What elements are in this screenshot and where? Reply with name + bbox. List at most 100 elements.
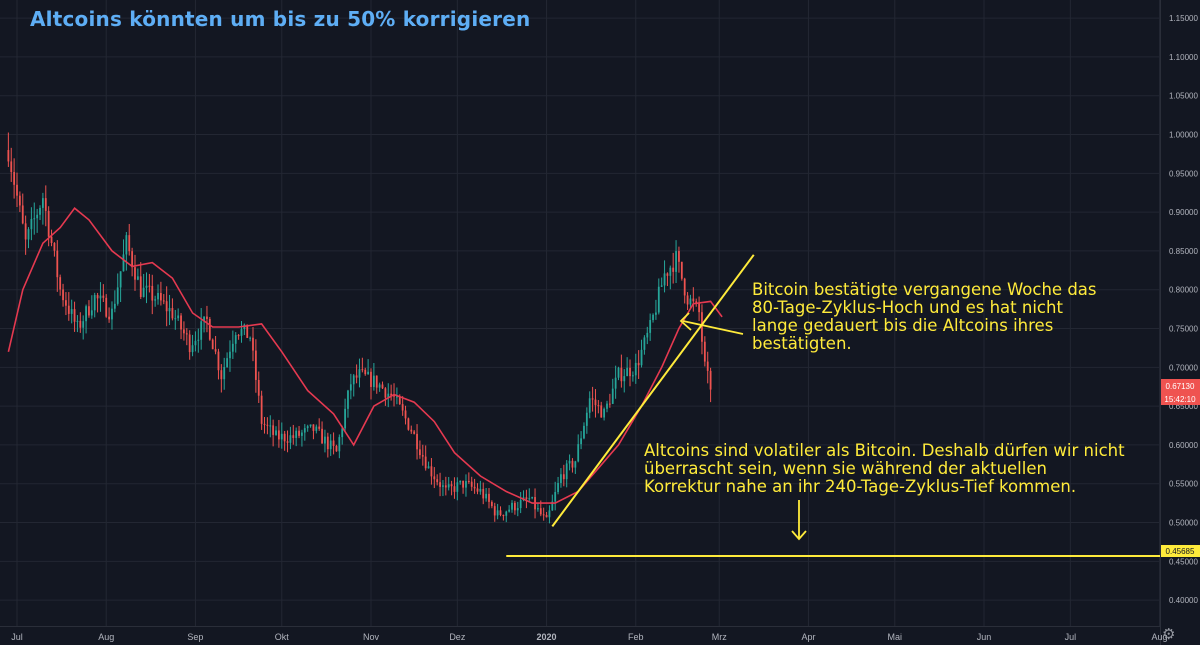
candle-body	[352, 375, 355, 385]
x-tick-label: Nov	[363, 632, 380, 642]
candle-body	[387, 393, 390, 398]
y-tick-label: 0.95000	[1169, 169, 1198, 178]
x-tick-label: Mrz	[712, 632, 727, 642]
candle-body	[701, 312, 703, 342]
y-tick-label: 0.55000	[1169, 480, 1198, 489]
candle-body	[111, 308, 113, 320]
candle-body	[709, 370, 712, 390]
candle-body	[197, 339, 200, 341]
candle-body	[620, 367, 623, 382]
candle-body	[453, 486, 456, 492]
candle-body	[188, 334, 191, 353]
candle-body	[341, 428, 344, 438]
candle-body	[565, 463, 568, 480]
candle-body	[499, 510, 502, 516]
candle-body	[113, 303, 116, 309]
candle-body	[614, 377, 617, 389]
candle-body	[496, 510, 499, 516]
candle-body	[142, 287, 145, 297]
candle-body	[465, 481, 467, 488]
candle-body	[292, 435, 295, 438]
candle-body	[171, 308, 174, 319]
candle-body	[450, 484, 453, 487]
alt-annotation-line: überrascht sein, wenn sie während der ak…	[644, 459, 1047, 478]
candle-body	[252, 337, 254, 351]
candle-body	[88, 306, 90, 316]
btc-annotation-line: 80-Tage-Zyklus-Hoch und es hat nicht	[752, 298, 1063, 317]
candle-body	[404, 410, 407, 419]
gear-icon[interactable]: ⚙	[1162, 626, 1176, 643]
candle-body	[42, 198, 44, 208]
candle-body	[600, 405, 603, 418]
candle-body	[206, 316, 208, 319]
candle-body	[85, 306, 87, 322]
candle-body	[119, 271, 122, 288]
candle-body	[93, 295, 96, 311]
candle-body	[157, 292, 159, 300]
countdown-label: 15:42:10	[1164, 395, 1196, 404]
candle-body	[678, 251, 680, 262]
candle-body	[321, 428, 323, 444]
price-axis[interactable]: 0.40000 0.45000 0.50000 0.55000 0.60000 0.650…	[1160, 0, 1199, 645]
candle-body	[663, 273, 666, 286]
alt-annotation: Altcoins sind volatiler als Bitcoin. Des…	[644, 442, 1125, 496]
candle-body	[545, 514, 548, 518]
support-price-label: 0.45685	[1166, 547, 1195, 556]
candle-body	[557, 482, 559, 493]
candle-body	[698, 302, 700, 313]
candle-body	[229, 351, 231, 359]
candle-body	[548, 510, 551, 518]
candle-body	[13, 172, 16, 185]
candle-body	[462, 480, 464, 488]
time-axis[interactable]: Jul Aug Sep Okt Nov Dez 2020 Feb Mrz Apr Mai Jun Jul…	[0, 626, 1168, 643]
candle-body	[634, 362, 637, 376]
x-tick-label: Dez	[449, 632, 466, 642]
candle-body	[318, 426, 321, 429]
candle-body	[174, 318, 177, 320]
candle-body	[398, 396, 401, 405]
candle-body	[542, 514, 545, 516]
x-tick-label: 2020	[537, 632, 557, 642]
candle-body	[128, 235, 131, 252]
candle-body	[283, 433, 286, 442]
candle-body	[444, 485, 447, 488]
candle-body	[162, 300, 165, 302]
candle-body	[136, 276, 139, 280]
candle-body	[10, 161, 13, 173]
candle-body	[344, 408, 346, 429]
candle-body	[560, 474, 562, 483]
candle-body	[479, 488, 482, 492]
candle-body	[680, 261, 683, 279]
candle-body	[706, 361, 709, 371]
arrow-to-ma-shaft	[682, 320, 744, 335]
y-tick-label: 1.00000	[1169, 131, 1198, 140]
candle-body	[79, 320, 82, 328]
candle-body	[99, 295, 102, 299]
candle-body	[608, 403, 611, 405]
trend-line	[551, 254, 755, 527]
candle-body	[82, 321, 85, 328]
x-tick-label: Jul	[11, 632, 23, 642]
candle-body	[539, 508, 542, 515]
candle-body	[631, 375, 634, 377]
y-tick-label: 0.80000	[1169, 286, 1198, 295]
candle-body	[442, 485, 444, 487]
candle-body	[470, 481, 473, 487]
chart-title: Altcoins könnten um bis zu 50% korrigier…	[30, 7, 531, 31]
candle-body	[226, 358, 228, 368]
candle-body	[62, 289, 64, 301]
candle-body	[160, 292, 162, 301]
candle-body	[646, 332, 649, 338]
candle-body	[683, 278, 686, 296]
candle-body	[286, 441, 289, 443]
candle-body	[177, 315, 180, 319]
candle-body	[525, 497, 528, 500]
candle-body	[502, 515, 505, 517]
candle-body	[384, 388, 387, 398]
candle-body	[332, 440, 335, 446]
candle-body	[686, 295, 689, 305]
annotation-arrows	[679, 312, 807, 541]
candle-body	[568, 460, 571, 464]
x-tick-label: Jun	[977, 632, 992, 642]
